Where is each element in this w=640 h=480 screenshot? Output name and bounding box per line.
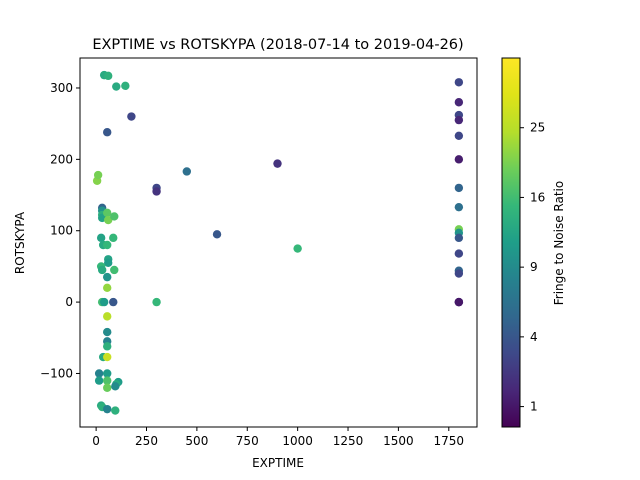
scatter-point: [103, 404, 112, 414]
scatter-point: [104, 71, 113, 81]
x-axis-ticks: 0 250 500 750 1000 1250 1500 1750: [92, 427, 464, 448]
scatter-point: [152, 187, 161, 196]
x-tick-label: 1000: [282, 434, 313, 448]
y-tick-label: −100: [40, 366, 73, 380]
scatter-point: [110, 212, 119, 221]
x-tick-label: 1500: [383, 434, 414, 448]
colorbar: [501, 57, 521, 428]
scatter-point: [454, 131, 464, 140]
scatter-point: [454, 202, 464, 212]
scatter-point: [103, 342, 112, 351]
x-tick-label: 1750: [434, 434, 465, 448]
scatter-point: [152, 297, 161, 307]
scatter-point: [97, 265, 107, 275]
scatter-point: [111, 406, 120, 415]
x-tick-label: 1250: [333, 434, 364, 448]
scatter-point: [93, 170, 103, 180]
colorbar-tick-label: 1: [530, 400, 538, 414]
x-axis-label: EXPTIME: [252, 456, 304, 470]
scatter-point: [109, 297, 118, 307]
scatter-point: [103, 327, 112, 337]
y-axis-ticks: −100 0 100 200 300: [40, 81, 80, 380]
scatter-point: [96, 233, 106, 243]
scatter-point: [103, 240, 112, 250]
scatter-point: [454, 249, 464, 258]
scatter-point: [103, 383, 112, 392]
x-tick-label: 0: [92, 434, 100, 448]
scatter-point: [112, 82, 121, 91]
scatter-point: [103, 312, 112, 321]
scatter-point: [454, 155, 464, 164]
scatter-point: [454, 297, 464, 307]
colorbar-tick-label: 4: [530, 330, 538, 344]
scatter-point: [99, 297, 109, 307]
colorbar-tick-label: 25: [530, 121, 545, 135]
scatter-point: [103, 369, 112, 378]
scatter-point: [212, 230, 222, 239]
x-tick-label: 500: [185, 434, 208, 448]
scatter-point: [454, 233, 464, 243]
x-tick-label: 750: [236, 434, 259, 448]
scatter-point: [103, 272, 112, 282]
y-axis-label: ROTSKYPA: [13, 211, 27, 274]
plot-frame: [79, 57, 478, 428]
scatter-point: [454, 115, 464, 125]
scatter-point: [103, 376, 112, 385]
scatter-point: [94, 369, 104, 378]
scatter-point: [293, 244, 302, 253]
colorbar-tick-label: 16: [530, 190, 545, 204]
scatter-point: [103, 128, 112, 137]
scatter-point: [103, 352, 112, 362]
y-tick-label: 300: [50, 81, 73, 95]
scatter-points: [92, 70, 464, 415]
scatter-point: [454, 183, 464, 193]
scatter-point: [273, 159, 282, 168]
y-tick-label: 200: [50, 152, 73, 166]
scatter-point: [104, 215, 113, 225]
chart-title: EXPTIME vs ROTSKYPA (2018-07-14 to 2019-…: [92, 37, 463, 53]
scatter-point: [103, 208, 112, 218]
scatter-point: [110, 265, 119, 275]
scatter-point: [103, 283, 112, 293]
scatter-point: [121, 81, 130, 91]
scatter-point: [127, 112, 136, 121]
y-tick-label: 0: [65, 295, 73, 309]
scatter-point: [109, 233, 118, 243]
scatter-point: [454, 78, 464, 87]
scatter-point: [94, 376, 104, 385]
colorbar-ticks: 1 4 9 16 25: [520, 121, 545, 414]
scatter-point: [111, 382, 120, 391]
scatter-point: [104, 258, 113, 268]
colorbar-label: Fringe to Noise Ratio: [552, 181, 566, 306]
x-tick-label: 250: [135, 434, 158, 448]
scatter-point: [182, 167, 192, 176]
scatter-point: [454, 269, 464, 278]
scatter-point: [454, 98, 464, 107]
y-tick-label: 100: [50, 224, 73, 238]
colorbar-tick-label: 9: [530, 260, 538, 274]
